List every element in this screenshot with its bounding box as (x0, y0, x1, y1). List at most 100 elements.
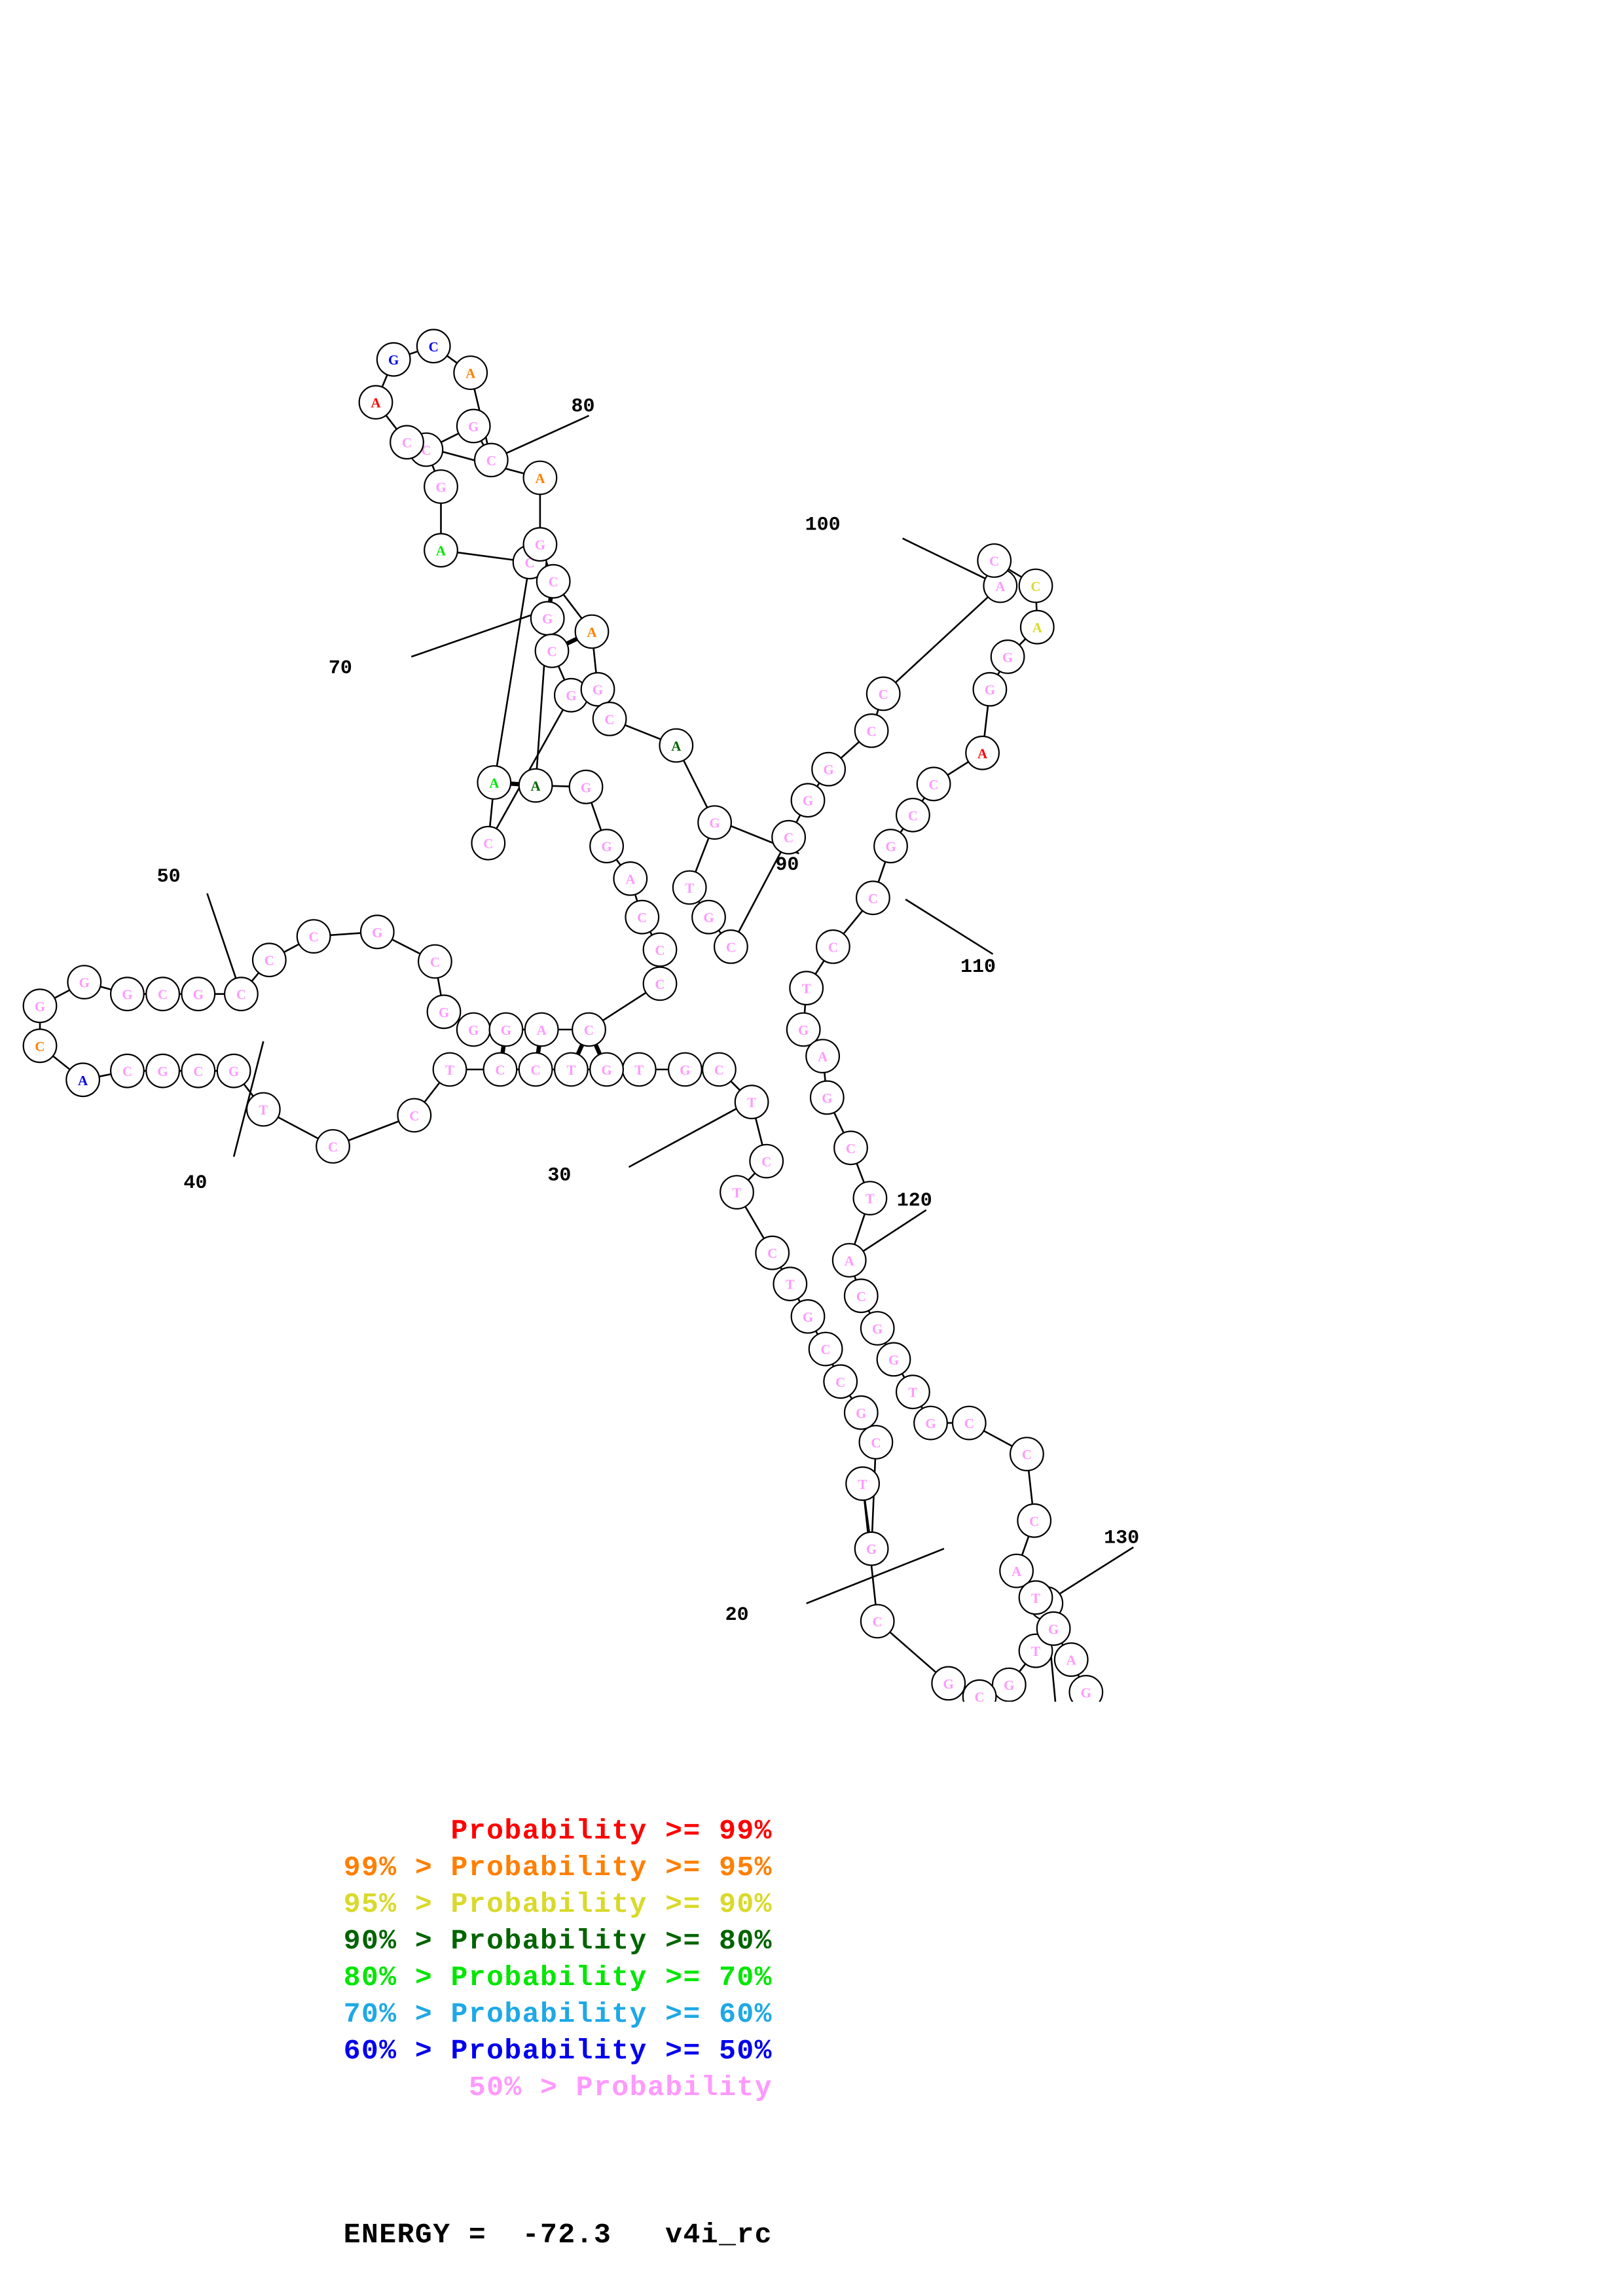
nucleotide-letter: T (732, 1185, 741, 1201)
backbone-segment (795, 814, 801, 823)
nucleotide-circle (432, 1052, 467, 1087)
nucleotide-circle (854, 1531, 889, 1566)
nucleotide-letter: G (1004, 1677, 1014, 1693)
nucleotide-circle (181, 977, 216, 1012)
backbone-segment (901, 1372, 905, 1379)
backbone-segment (843, 910, 864, 935)
nucleotide-circle (876, 1342, 911, 1377)
nucleotide: C (860, 1604, 895, 1639)
nucleotide: C (1018, 568, 1053, 603)
base-pair-rung (593, 1043, 602, 1056)
nucleotide-letter: C (964, 1416, 974, 1431)
energy-label: ENERGY = -72.3 v4i_rc (343, 2219, 773, 2251)
backbone-segment (590, 801, 602, 832)
nucleotide-letter: C (867, 723, 877, 739)
nucleotide-circle (522, 527, 558, 562)
nucleotide-circle (1019, 609, 1055, 645)
nucleotide-circle (453, 355, 488, 390)
nucleotide-letter: A (371, 395, 381, 411)
nucleotide-circle (1018, 1580, 1053, 1615)
nucleotide-letter: T (634, 1062, 644, 1078)
nucleotide-letter: C (605, 711, 615, 727)
nucleotide-letter: A (1012, 1564, 1022, 1579)
base-pair-rung (500, 1045, 506, 1054)
nucleotide-letter: A (1032, 620, 1043, 636)
backbone-segment (251, 972, 260, 982)
nucleotide: C (224, 977, 259, 1012)
nucleotide-circle (246, 1092, 281, 1127)
nucleotide-circle (1018, 568, 1053, 603)
nucleotide-circle (668, 1052, 702, 1087)
nucleotide: G (109, 977, 145, 1012)
nucleotide-letter: T (747, 1095, 756, 1111)
nucleotide: C (823, 1364, 858, 1399)
nucleotide-circle (390, 425, 424, 460)
nucleotide-letter: A (537, 1022, 547, 1038)
nucleotide-circle (860, 1604, 895, 1639)
nucleotide-circle (477, 765, 512, 800)
nucleotide-letter: G (193, 987, 204, 1003)
nucleotide-letter: C (828, 939, 838, 955)
index-number: 50 (157, 866, 181, 888)
backbone-segment (283, 943, 301, 954)
nucleotide: G (22, 988, 58, 1024)
nucleotide-circle (962, 1679, 997, 1702)
nucleotide-letter: G (468, 419, 479, 435)
backbone-segment (329, 932, 362, 937)
backbone-segment (983, 705, 989, 738)
nucleotide-letter: C (1022, 1447, 1032, 1463)
nucleotide-circle (473, 442, 509, 478)
backbone-segment (551, 785, 571, 787)
nucleotide: T (734, 1085, 769, 1120)
nucleotide-circle (483, 1052, 518, 1087)
legend-row-2: 95% > Probability >= 90% (343, 1888, 773, 1920)
backbone-segment (347, 1120, 400, 1141)
nucleotide-letter: T (685, 880, 694, 896)
nucleotide-letter: T (802, 981, 811, 997)
nucleotide: T (621, 1052, 657, 1087)
nucleotide: C (895, 797, 930, 833)
backbone-segment (747, 1172, 756, 1181)
backbone-segment (391, 939, 422, 955)
nucleotide-letter: C (637, 910, 647, 925)
nucleotide: G (424, 469, 458, 504)
backbone-segment (624, 724, 662, 740)
nucleotide-circle (965, 735, 1000, 770)
nucleotide: A (524, 1012, 559, 1047)
backbone-segment (833, 1111, 845, 1134)
nucleotide: G (991, 1667, 1027, 1702)
nucleotide-letter: G (709, 816, 720, 831)
nucleotide-circle (574, 614, 610, 649)
backbone-segment (730, 1080, 741, 1092)
nucleotide-circle (22, 1028, 58, 1064)
backbone-segment (496, 578, 528, 766)
nucleotide-letter: G (228, 1064, 239, 1079)
nucleotide-letter: G (798, 1022, 809, 1038)
nucleotide: G (1068, 1675, 1104, 1702)
nucleotide: C (642, 966, 678, 1001)
nucleotide-letter: A (977, 745, 988, 761)
nucleotide-letter: C (929, 777, 939, 793)
nucleotide-letter: C (767, 1246, 777, 1261)
nucleotide: C (855, 880, 890, 916)
nucleotide: T (895, 1374, 930, 1410)
nucleotide: T (852, 1181, 888, 1215)
nucleotide: C (316, 1129, 350, 1164)
nucleotide-circle (811, 751, 846, 787)
nucleotide-letter: C (549, 574, 558, 590)
nucleotide-circle (67, 965, 102, 999)
nucleotide-letter: G (372, 925, 382, 941)
nucleotide-circle (755, 1235, 790, 1270)
nucleotide-letter: T (1031, 1590, 1040, 1606)
nucleotide: C (251, 942, 287, 978)
nucleotide: G (145, 1053, 181, 1088)
nucleotide: C (390, 425, 424, 460)
index-leader-line (232, 1041, 264, 1157)
nucleotide-letter: G (593, 682, 603, 698)
backbone-segment (1018, 637, 1027, 646)
backbone-segment (875, 708, 879, 716)
nucleotide: G (972, 672, 1008, 707)
nucleotide-letter: G (566, 688, 576, 704)
nucleotide-circle (642, 966, 678, 1001)
backbone-segment (602, 992, 647, 1022)
